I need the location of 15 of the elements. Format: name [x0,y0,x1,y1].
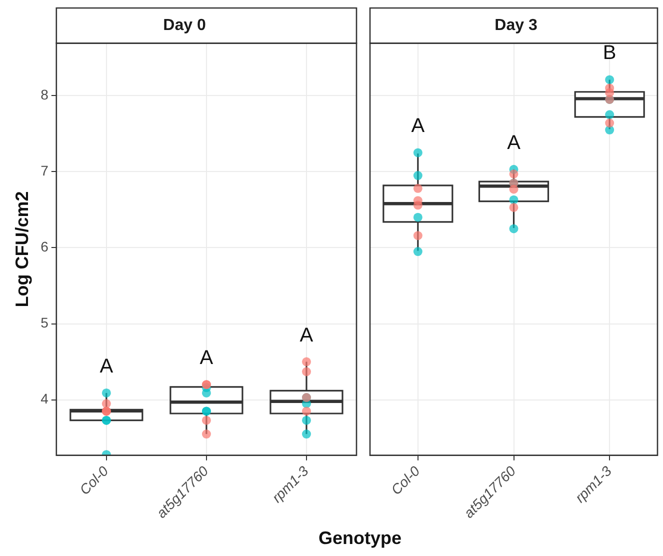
annotation: A [100,355,114,378]
chart-title: Day 0 [163,17,206,34]
annotation: A [411,115,426,138]
chart-title: Day 3 [494,17,538,34]
y-tick-label: 8 [40,86,49,103]
annotation: A [300,324,314,346]
y-tick-label: 7 [40,162,49,179]
annotation: B [602,42,616,64]
y-axis-title: Log CFU/cm2 [12,191,32,308]
y-tick-label: 6 [40,238,49,255]
y-tick-label: 5 [40,314,49,331]
y-tick-label: 4 [40,390,49,407]
x-axis-title: Genotype [317,528,402,549]
annotation: A [200,347,214,370]
annotation: A [507,132,522,154]
